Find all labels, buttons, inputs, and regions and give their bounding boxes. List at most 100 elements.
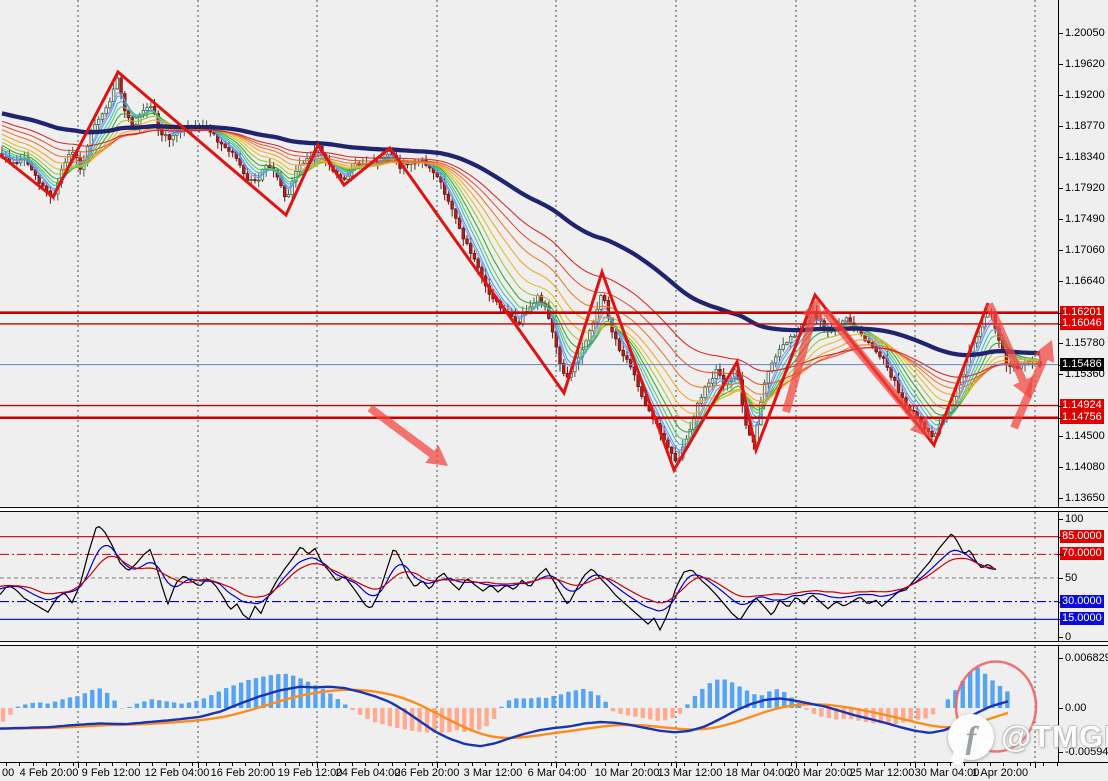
axis-tick [1059, 466, 1063, 468]
time-label: 24 Feb 04:00 [335, 767, 401, 779]
axis-tick [1059, 364, 1063, 366]
axis-tick [352, 763, 353, 766]
price-label: 1.14500 [1065, 430, 1105, 443]
axis-tick [245, 763, 246, 766]
price-label: 1.17060 [1065, 244, 1105, 257]
panel-separator[interactable] [0, 641, 1108, 646]
price-label: 0.00 [1065, 702, 1087, 714]
time-label: 9 Feb 12:00 [81, 767, 141, 779]
price-label: 0 [1065, 630, 1072, 643]
axis-tick [1030, 763, 1031, 766]
axis-tick [312, 763, 313, 766]
axis-tick [804, 763, 805, 766]
axis-tick [46, 763, 47, 766]
axis-tick [339, 763, 340, 766]
axis-tick [1059, 250, 1063, 252]
axis-tick [1059, 708, 1063, 709]
watermark-handle: @TMGM [1001, 719, 1108, 754]
axis-tick [711, 763, 712, 766]
axis-tick [817, 763, 818, 766]
axis-tick [1059, 405, 1063, 407]
axis-tick [937, 763, 938, 766]
axis-tick [99, 763, 100, 766]
axis-tick [272, 763, 273, 766]
axis-tick [1059, 373, 1063, 375]
price-label: 100 [1065, 512, 1084, 525]
price-label: 1.13650 [1065, 492, 1105, 505]
axis-tick [1059, 518, 1063, 520]
price-label: 1.16640 [1065, 274, 1105, 287]
axis-tick [884, 763, 885, 766]
axis-tick [1059, 157, 1063, 159]
time-axis[interactable]: 00 4 Feb 20:00 9 Feb 12:00 12 Feb 04:00 16 F… [0, 762, 1108, 781]
axis-tick [458, 763, 459, 766]
axis-tick [578, 763, 579, 766]
time-label: 16 Feb 20:00 [210, 767, 276, 779]
trend-arrow-down [367, 404, 448, 466]
price-label: 50 [1065, 571, 1078, 584]
axis-tick [1059, 751, 1063, 753]
time-label: 13 Mar 12:00 [657, 767, 723, 779]
time-label: 30 Mar 04:00 [914, 767, 980, 779]
price-label: 30.0000 [1060, 594, 1104, 608]
axis-tick [73, 763, 74, 766]
time-label: 3 Mar 12:00 [463, 767, 523, 779]
axis-tick [1059, 187, 1063, 189]
stochastic-oscillator-panel[interactable] [0, 512, 1058, 641]
axis-tick [1059, 577, 1063, 579]
price-label: 1.16046 [1060, 316, 1104, 330]
axis-tick [658, 763, 659, 766]
axis-tick [206, 763, 207, 766]
axis-tick [1059, 536, 1063, 538]
price-label: 1.17920 [1065, 181, 1105, 194]
axis-tick [644, 763, 645, 766]
broker-watermark: f @TMGM [948, 714, 1108, 760]
axis-tick [1017, 763, 1018, 766]
axis-tick-major [437, 763, 438, 768]
price-label: -0.0059401 [1065, 745, 1108, 758]
price-label: 1.14080 [1065, 460, 1105, 473]
axis-tick [565, 763, 566, 766]
axis-tick [857, 763, 858, 766]
main-price-panel[interactable] [0, 0, 1058, 507]
axis-tick [751, 763, 752, 766]
axis-tick [1059, 94, 1063, 96]
time-label: 1 Apr 20:00 [971, 767, 1029, 779]
axis-tick [698, 763, 699, 766]
axis-tick [910, 763, 911, 766]
axis-tick [764, 763, 765, 766]
axis-tick [219, 763, 220, 766]
panel-separator[interactable] [0, 507, 1108, 512]
axis-tick [392, 763, 393, 766]
axis-tick [365, 763, 366, 766]
axis-tick [990, 763, 991, 766]
axis-tick [1059, 218, 1063, 220]
axis-tick-major [1035, 763, 1036, 768]
axis-tick [1059, 554, 1063, 556]
price-label: 0.0068298 [1065, 651, 1108, 664]
axis-tick-major [556, 763, 557, 768]
axis-tick [605, 763, 606, 766]
axis-tick [33, 763, 34, 766]
axis-tick [139, 763, 140, 766]
time-label: 19 Feb 12:00 [277, 767, 343, 779]
axis-tick [19, 763, 20, 766]
axis-tick [152, 763, 153, 766]
axis-tick [285, 763, 286, 766]
price-axis[interactable]: 1.20050 1.19620 1.19200 1.18770 1.18340 1.179… [1058, 0, 1108, 762]
axis-tick [684, 763, 685, 766]
price-label: 1.16201 [1060, 305, 1104, 319]
axis-tick [591, 763, 592, 766]
axis-tick [418, 763, 419, 766]
macd-panel[interactable] [0, 646, 1058, 762]
axis-tick [1059, 312, 1063, 314]
price-label: 1.15486 [1060, 357, 1104, 371]
time-label: 18 Mar 04:00 [725, 767, 791, 779]
axis-tick [1059, 636, 1063, 638]
broker-logo-icon: f [948, 714, 994, 760]
axis-tick [1059, 64, 1063, 65]
axis-tick [831, 763, 832, 766]
axis-tick-major [796, 763, 797, 768]
axis-tick [631, 763, 632, 766]
